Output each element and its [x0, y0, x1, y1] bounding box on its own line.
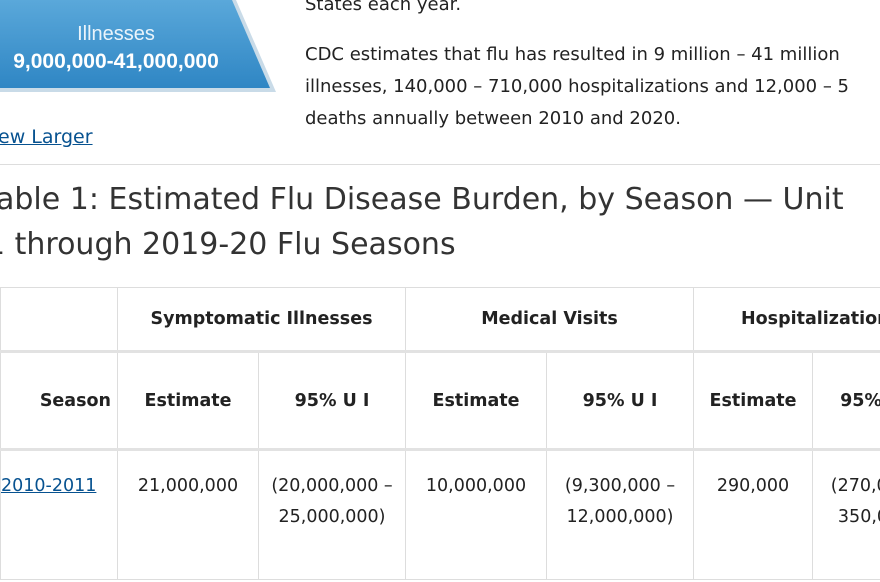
image-range: 9,000,000-41,000,000	[13, 50, 219, 73]
divider	[0, 164, 880, 165]
paragraph-line: illnesses, 140,000 – 710,000 hospitaliza…	[305, 76, 850, 97]
estimate-cell: 290,000	[693, 449, 814, 580]
column-header: 95% U I	[812, 351, 880, 451]
season-link[interactable]: 2010-2011	[1, 476, 97, 496]
data-row: 2010-2011 21,000,000 (20,000,000 – 25,000,…	[0, 449, 880, 580]
paragraph-line: deaths annually between 2010 and 2020.	[305, 108, 681, 129]
column-header: 95% U I	[545, 351, 695, 451]
intro-text: States each year.	[305, 0, 462, 15]
paragraph-line: CDC estimates that flu has resulted in 9…	[305, 44, 840, 65]
image-shape	[0, 0, 270, 88]
season-cell: 2010-2011	[0, 449, 118, 580]
burden-table: Symptomatic Illnesses Medical Visits Hos…	[0, 287, 880, 580]
image-label: Illnesses	[77, 23, 155, 45]
group-header: Symptomatic Illnesses	[117, 287, 406, 353]
group-header-row: Symptomatic Illnesses Medical Visits Hos…	[0, 287, 880, 353]
group-header: Hospitalizations	[693, 287, 880, 353]
column-header-row: Season Estimate 95% U I Estimate 95% U I Esti…	[0, 351, 880, 451]
infographic: Illnesses 9,000,000-41,000,000	[0, 0, 276, 92]
interval-cell: (20,000,000 – 25,000,000)	[258, 449, 406, 580]
heading-line: able 1: Estimated Flu Disease Burden, by…	[0, 182, 844, 217]
empty-header	[0, 287, 118, 353]
column-header: Estimate	[117, 351, 259, 451]
column-header: Estimate	[405, 351, 547, 451]
heading-line: 1 through 2019-20 Flu Seasons	[0, 227, 456, 262]
interval-cell: (270,000 – 350,000)	[812, 449, 880, 580]
estimate-cell: 10,000,000	[405, 449, 547, 580]
column-header: Estimate	[693, 351, 814, 451]
group-header: Medical Visits	[404, 287, 695, 353]
view-larger-link[interactable]: ew Larger	[0, 126, 93, 148]
estimate-cell: 21,000,000	[117, 449, 259, 580]
interval-cell: (9,300,000 – 12,000,000)	[545, 449, 695, 580]
column-header: 95% U I	[258, 351, 406, 451]
column-header: Season	[0, 351, 118, 451]
